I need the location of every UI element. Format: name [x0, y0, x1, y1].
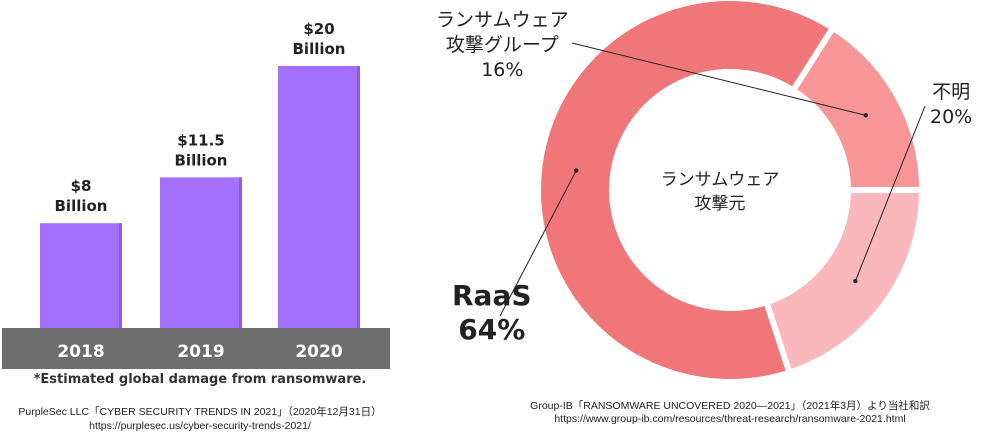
x-tick-2020: 2020 — [295, 342, 342, 362]
slice-name: RaaS — [452, 279, 532, 312]
source-url[interactable]: https://www.group-ib.com/resources/threa… — [554, 413, 906, 425]
donut-center-label: ランサムウェア 攻撃元 — [640, 168, 800, 216]
slice-name-line-1: ランサムウェア — [436, 9, 569, 31]
slice-label-unknown: 不明 20% — [930, 80, 972, 130]
leader-dot-ransomware-group — [863, 113, 869, 118]
source-citation-left: PurpleSec LLC「CYBER SECURITY TRENDS IN 2… — [0, 405, 400, 433]
bar-2020 — [278, 66, 360, 328]
leader-line-unknown — [854, 105, 926, 282]
slice-percent: 20% — [930, 106, 973, 128]
slice-label-raas: RaaS 64% — [452, 279, 532, 347]
bar-shadow-2020 — [357, 66, 360, 328]
slice-percent: 16% — [481, 59, 524, 81]
bar-value-label-2019-line-1: $11.5 — [177, 131, 224, 149]
x-axis-band — [2, 328, 390, 369]
bar-value-label-2018-line-1: $8 — [71, 177, 92, 195]
source-citation-right: Group-IB「RANSOMWARE UNCOVERED 2020—2021」… — [470, 400, 990, 426]
bar-chart: 2018 2019 2020 $8 Billion $11.5 Billion $20 Bil… — [2, 20, 390, 369]
bar-2019 — [160, 177, 242, 328]
donut-chart — [499, 0, 926, 385]
center-label-line-1: ランサムウェア — [660, 170, 780, 190]
leader-line-raas — [499, 170, 577, 317]
slice-ransomware-group — [789, 23, 926, 193]
leader-dot-unknown — [853, 278, 858, 284]
x-tick-2018: 2018 — [57, 342, 104, 362]
bar-value-label-2018-line-2: Billion — [55, 197, 108, 215]
bar-value-label-2020-line-2: Billion — [293, 40, 346, 58]
leader-line-ransomware-group — [571, 42, 866, 116]
slice-name-line-2: 攻撃グループ — [445, 34, 559, 56]
slice-label-ransomware-group: ランサムウェア 攻撃グループ 16% — [436, 8, 569, 83]
bar-value-label-2019-line-2: Billion — [175, 151, 228, 169]
source-title: PurpleSec LLC「CYBER SECURITY TRENDS IN 2… — [18, 406, 382, 418]
bar-2018 — [40, 223, 122, 328]
leader-dot-raas — [574, 168, 579, 173]
slice-percent: 64% — [458, 313, 526, 346]
chart-note: *Estimated global damage from ransomware… — [33, 372, 367, 387]
slice-raas — [535, 0, 838, 385]
slice-name: 不明 — [932, 81, 971, 103]
bar-shadow-2019 — [239, 177, 242, 328]
center-label-line-2: 攻撃元 — [694, 194, 746, 214]
bar-value-label-2020-line-1: $20 — [303, 20, 334, 38]
slice-unknown — [762, 187, 926, 377]
source-url[interactable]: https://purplesec.us/cyber-security-tren… — [89, 420, 311, 432]
source-title: Group-IB「RANSOMWARE UNCOVERED 2020—2021」… — [530, 400, 930, 412]
bar-shadow-2018 — [119, 223, 122, 328]
x-tick-2019: 2019 — [177, 342, 224, 362]
